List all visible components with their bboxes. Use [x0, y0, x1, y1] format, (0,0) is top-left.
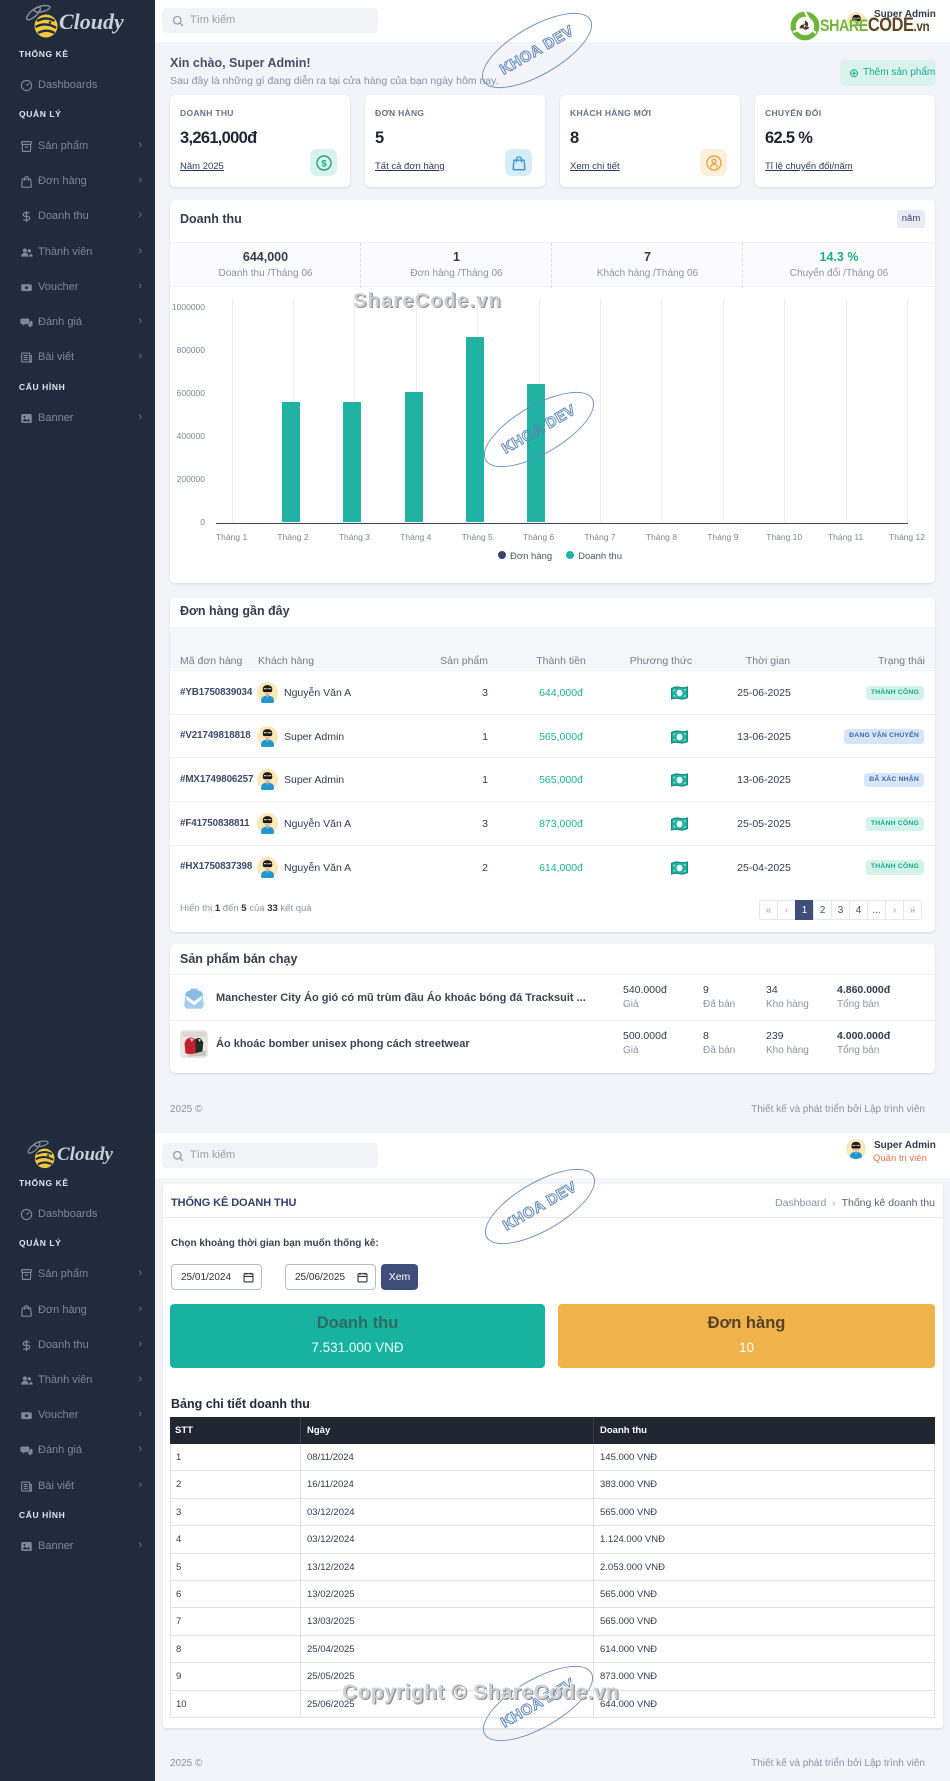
svg-text:$: $ — [321, 158, 327, 169]
